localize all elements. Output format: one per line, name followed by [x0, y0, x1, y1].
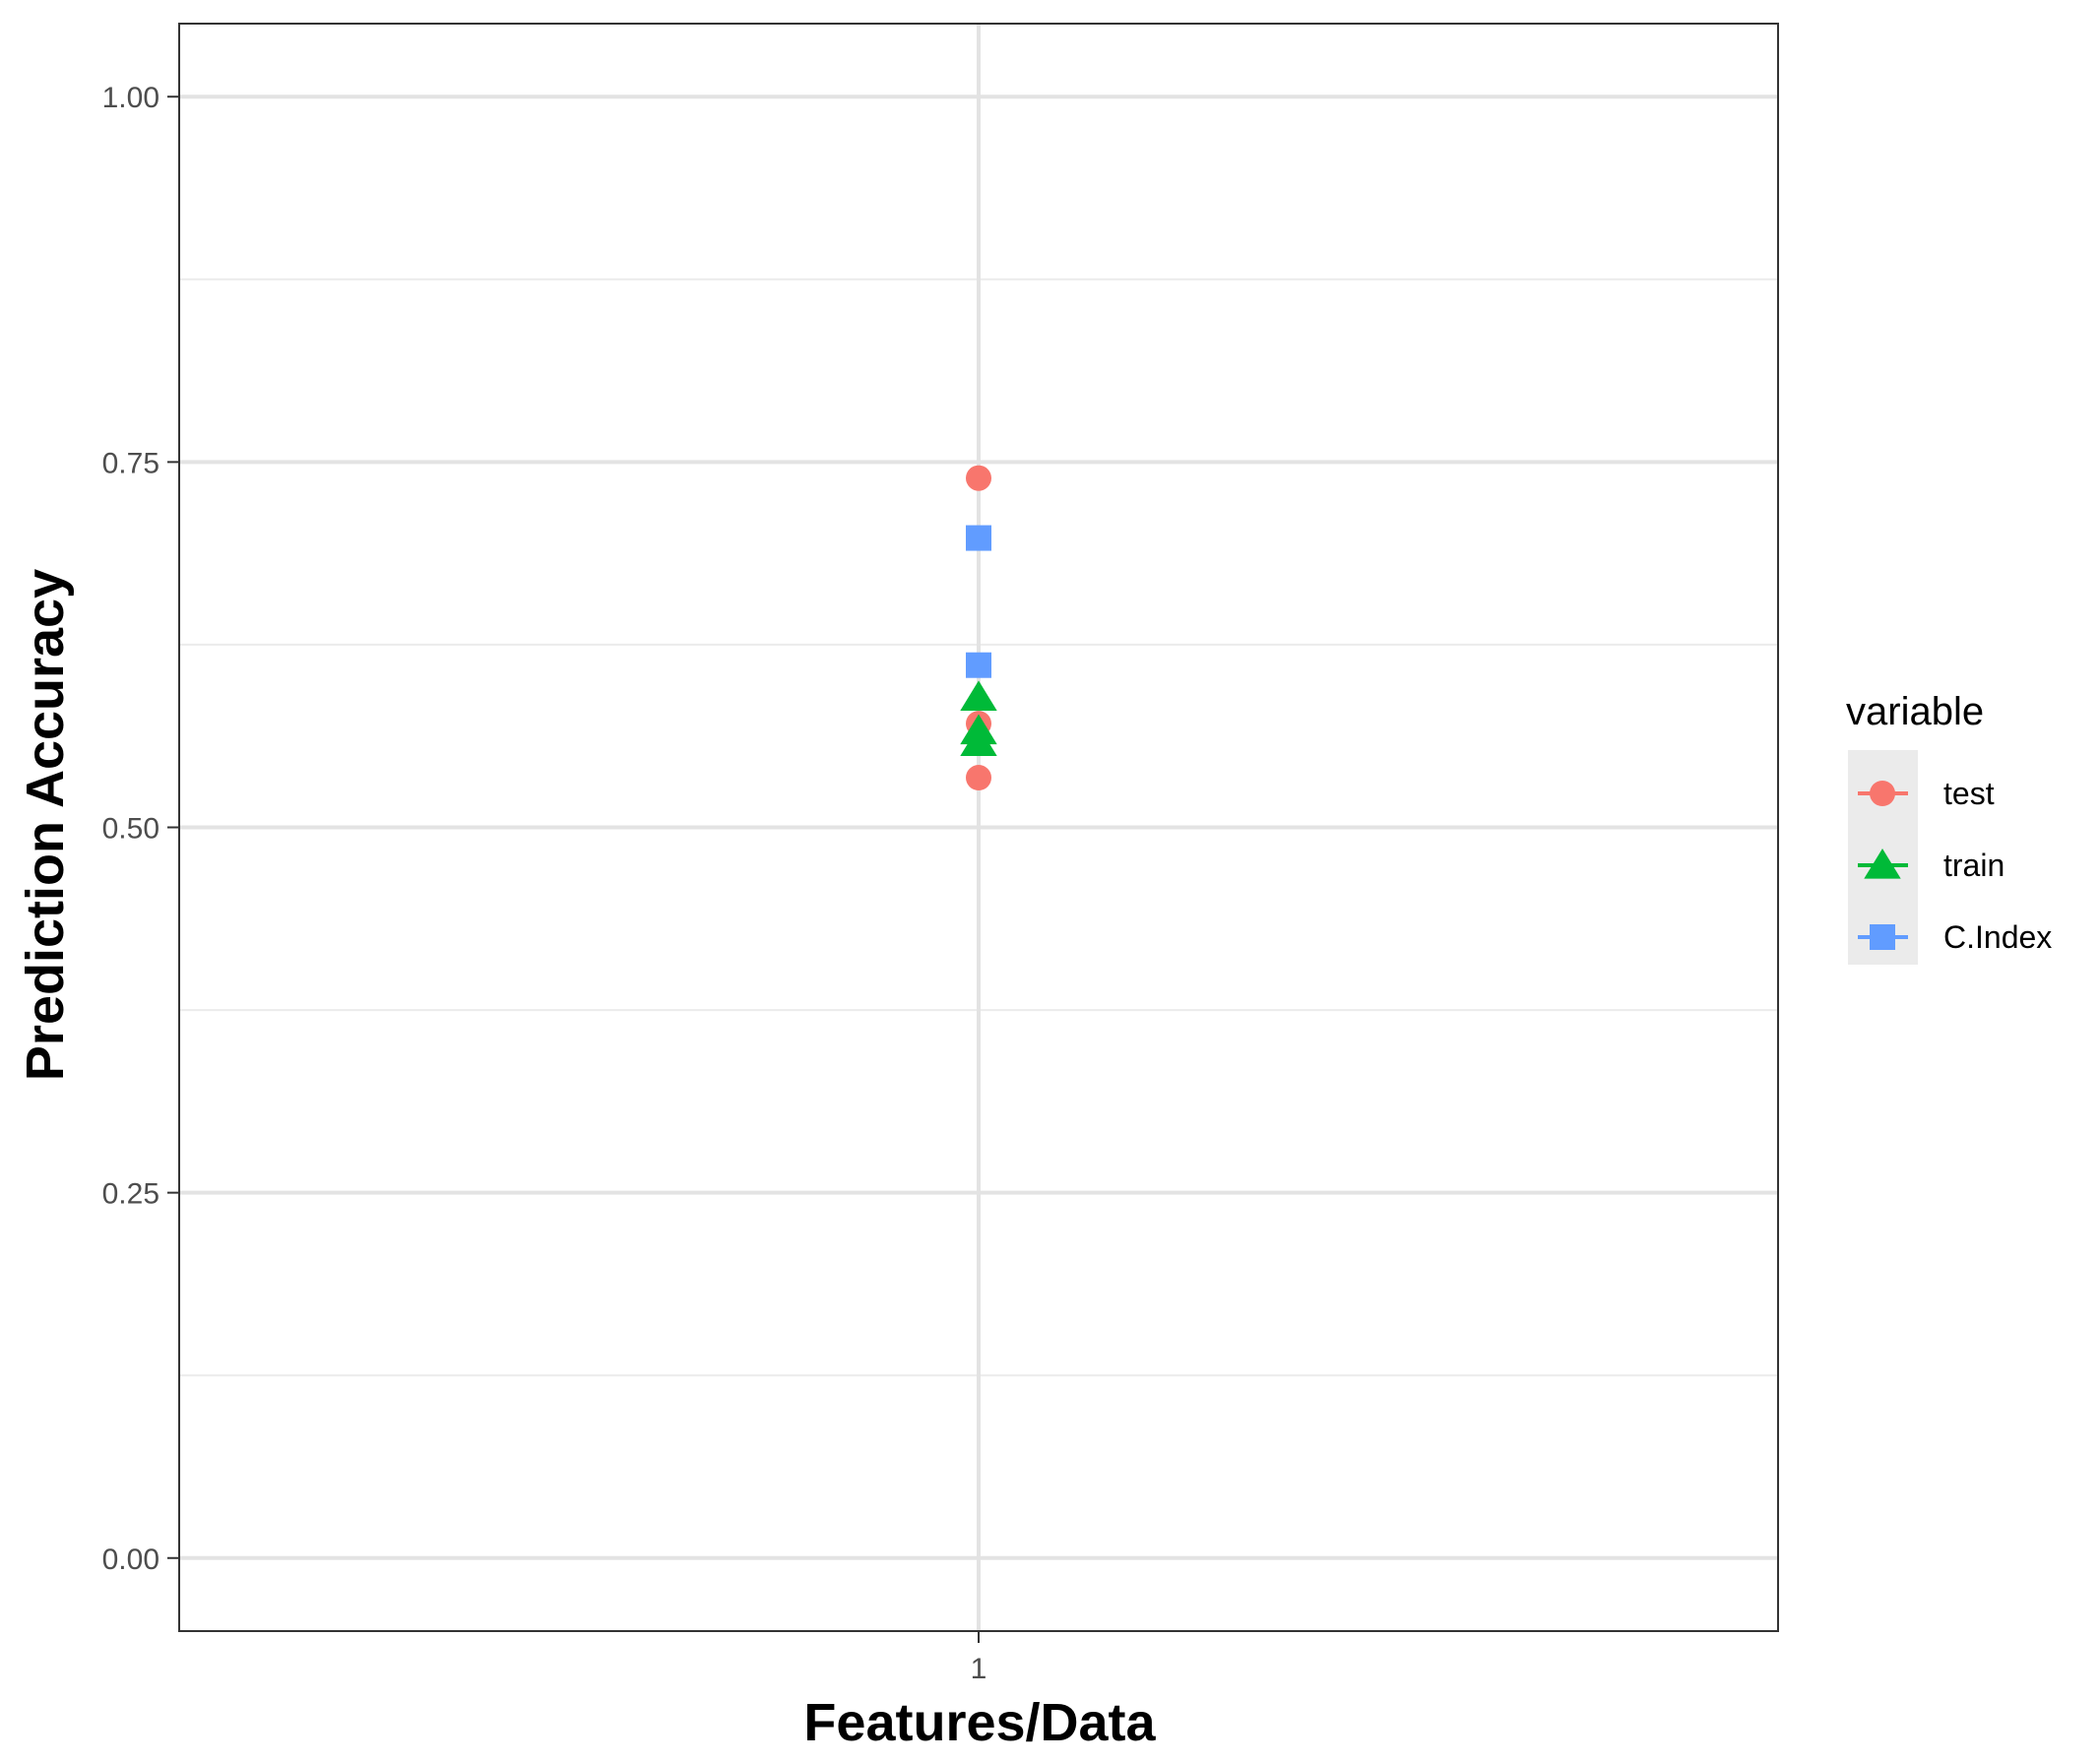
data-point-c-index [966, 525, 991, 551]
grid-lines [179, 24, 1778, 1631]
legend-title: variable [1846, 690, 1984, 733]
legend-label-test: test [1943, 776, 1995, 811]
legend-key-test [1870, 781, 1895, 806]
y-tick-label: 0.75 [102, 447, 159, 479]
data-point-train [960, 725, 997, 756]
data-point-c-index [966, 652, 991, 678]
data-points [960, 465, 997, 791]
legend-label-c-index: C.Index [1943, 919, 2052, 955]
legend: variable test train C.Index [1846, 690, 2052, 965]
y-axis: 0.00 0.25 0.50 0.75 1.00 [102, 82, 179, 1576]
y-axis-title: Prediction Accuracy [16, 569, 75, 1081]
y-tick-label: 0.00 [102, 1543, 159, 1576]
data-point-test [966, 465, 991, 491]
y-tick-label: 1.00 [102, 82, 159, 114]
x-axis-title: Features/Data [803, 1693, 1156, 1752]
data-point-train [960, 680, 997, 711]
y-tick-label: 0.50 [102, 813, 159, 846]
y-tick-label: 0.25 [102, 1178, 159, 1211]
legend-key-train [1864, 849, 1901, 879]
legend-label-train: train [1943, 848, 2005, 883]
x-tick-label: 1 [971, 1653, 987, 1685]
legend-key-c-index [1870, 924, 1895, 950]
data-point-test [966, 765, 991, 791]
x-axis: 1 [971, 1631, 987, 1685]
